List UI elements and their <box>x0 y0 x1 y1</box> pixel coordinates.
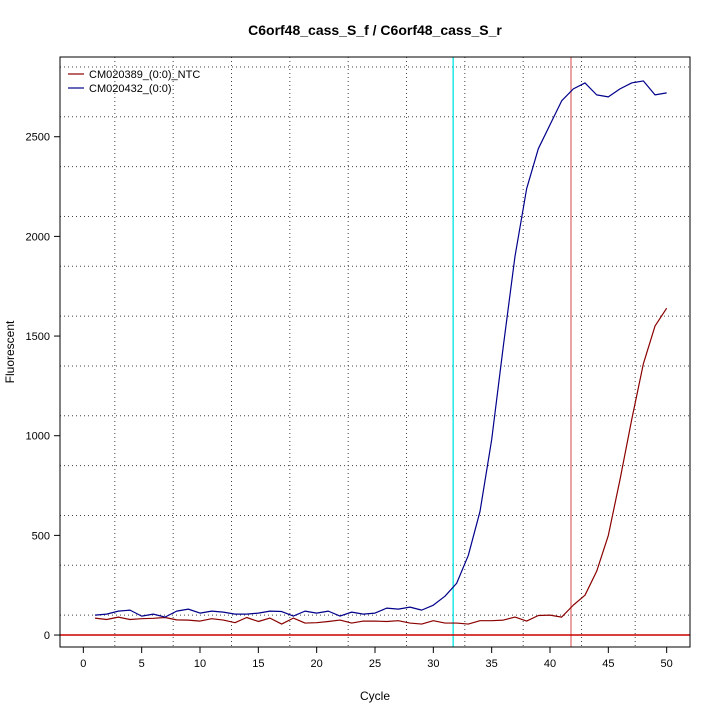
y-tick-label: 2000 <box>26 231 50 243</box>
x-tick-label: 20 <box>311 658 323 670</box>
series-line <box>94 80 667 618</box>
legend: CM020389_(0:0)_NTC CM020432_(0:0) <box>68 69 200 95</box>
x-tick-label: 5 <box>139 658 145 670</box>
y-tick-label: 500 <box>32 530 50 542</box>
y-tick-label: 1000 <box>26 431 50 443</box>
x-tick-label: 30 <box>427 658 439 670</box>
series-lines <box>94 80 668 625</box>
y-tick-label: 1500 <box>26 331 50 343</box>
x-axis-label: Cycle <box>360 689 390 703</box>
x-tick-label: 35 <box>486 658 498 670</box>
x-tick-label: 45 <box>602 658 614 670</box>
x-tick-label: 0 <box>80 658 86 670</box>
chart-title: C6orf48_cass_S_f / C6orf48_cass_S_r <box>248 22 502 38</box>
y-axis-label: Fluorescent <box>3 320 17 383</box>
series-line <box>94 307 668 625</box>
x-tick-label: 50 <box>661 658 673 670</box>
x-tick-label: 15 <box>252 658 264 670</box>
x-tick-label: 40 <box>544 658 556 670</box>
x-axis: 0 5 10 15 20 25 30 35 40 45 50 <box>80 646 673 670</box>
reference-lines <box>60 57 690 647</box>
y-tick-label: 0 <box>44 630 50 642</box>
legend-label: CM020389_(0:0)_NTC <box>89 69 200 81</box>
x-tick-label: 25 <box>369 658 381 670</box>
y-tick-label: 2500 <box>26 132 50 144</box>
legend-label: CM020432_(0:0) <box>89 83 172 95</box>
grid-lines <box>60 57 690 647</box>
y-axis: 0 500 1000 1500 2000 2500 <box>26 132 61 642</box>
x-tick-label: 10 <box>194 658 206 670</box>
